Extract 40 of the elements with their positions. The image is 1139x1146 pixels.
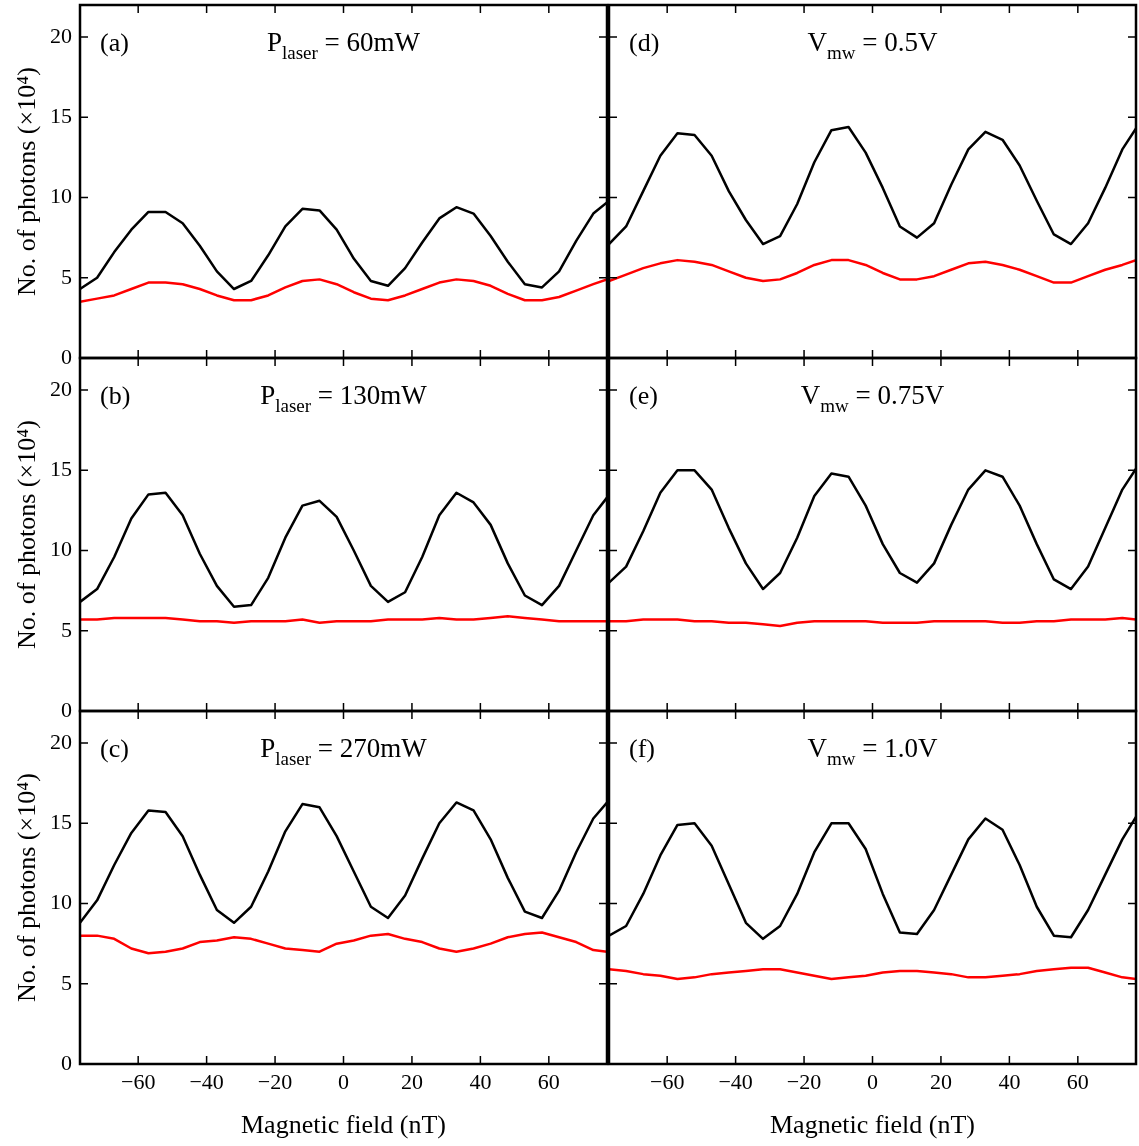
y-tick-label: 5 (61, 969, 72, 995)
y-axis-title: No. of photons (×10⁴) (11, 67, 41, 296)
annotation: (c) (100, 734, 129, 763)
x-tick-label: −60 (649, 1068, 685, 1094)
annotation: (d) (629, 28, 660, 57)
x-tick-label: 60 (1066, 1068, 1089, 1094)
y-axis-title: No. of photons (×10⁴) (11, 773, 41, 1002)
y-tick-label: 0 (61, 1049, 72, 1075)
x-tick-label: −40 (189, 1068, 224, 1094)
x-axis-title: Magnetic field (nT) (240, 1110, 447, 1140)
annotation: (b) (100, 381, 131, 410)
y-tick-label: 20 (50, 728, 72, 754)
x-tick-label: −60 (120, 1068, 156, 1094)
y-tick-label: 10 (50, 536, 72, 562)
annotation: (a) (100, 28, 129, 57)
y-tick-label: 0 (61, 696, 72, 722)
y-tick-label: 0 (61, 343, 72, 369)
y-tick-label: 15 (50, 809, 72, 835)
x-tick-label: 40 (998, 1068, 1021, 1094)
y-tick-label: 15 (50, 456, 72, 482)
y-tick-label: 10 (50, 183, 72, 209)
x-axis-title: Magnetic field (nT) (769, 1110, 976, 1140)
y-tick-label: 20 (50, 22, 72, 48)
y-axis-title: No. of photons (×10⁴) (11, 420, 41, 649)
x-tick-label: −40 (718, 1068, 753, 1094)
y-tick-label: 5 (61, 263, 72, 289)
x-tick-label: −20 (257, 1068, 293, 1094)
annotation: (e) (629, 381, 658, 410)
y-tick-label: 20 (50, 375, 72, 401)
x-tick-label: 0 (338, 1068, 349, 1094)
y-tick-label: 10 (50, 889, 72, 915)
x-tick-label: 20 (400, 1068, 423, 1094)
y-tick-label: 5 (61, 616, 72, 642)
x-tick-label: 0 (867, 1068, 878, 1094)
x-tick-label: 40 (469, 1068, 492, 1094)
x-tick-label: 20 (929, 1068, 952, 1094)
y-tick-label: 15 (50, 103, 72, 129)
x-tick-label: −20 (786, 1068, 822, 1094)
x-tick-label: 60 (537, 1068, 560, 1094)
annotation: (f) (629, 734, 655, 763)
